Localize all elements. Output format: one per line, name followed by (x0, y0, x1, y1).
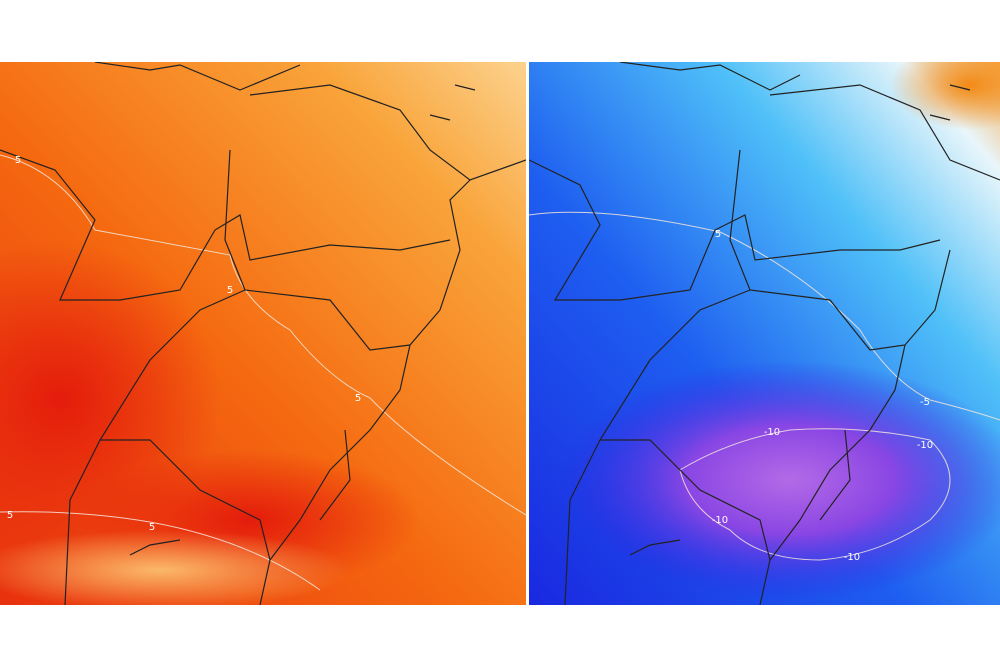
border-line (529, 159, 941, 301)
contour-label: 5 (15, 155, 21, 166)
contour-line (0, 154, 526, 516)
field-blob (890, 62, 1000, 130)
border-line (769, 344, 906, 561)
contour-line (679, 428, 951, 561)
right-panel: 5 -5 -10 -10 -10 -10 (529, 62, 1000, 605)
contour-line (529, 211, 1000, 421)
borders (529, 62, 1000, 605)
contour-label: 5 (149, 522, 155, 533)
border-line (64, 289, 271, 605)
border-line (224, 149, 471, 351)
border-line (0, 149, 451, 301)
field-blob (560, 360, 1000, 600)
contour-label: 5 (715, 229, 721, 240)
border-line (129, 84, 476, 556)
contour-label: 5 (227, 285, 233, 296)
contour-label: -10 (844, 552, 860, 563)
contour-label: -5 (920, 397, 930, 408)
border-line (729, 149, 951, 351)
field-blob (0, 530, 350, 605)
border-line (619, 62, 1000, 181)
left-panel: 5 5 5 5 5 (0, 62, 526, 605)
contour-label: 5 (7, 510, 13, 521)
contour-label: -10 (917, 440, 933, 451)
contour-label: -10 (764, 427, 780, 438)
border-line (564, 289, 771, 605)
border-line (94, 62, 526, 181)
contour-label: -10 (712, 515, 728, 526)
border-line (629, 84, 971, 556)
contour-label: 5 (355, 393, 361, 404)
border-line (269, 344, 411, 561)
borders (0, 62, 526, 605)
contour-line (0, 511, 321, 591)
